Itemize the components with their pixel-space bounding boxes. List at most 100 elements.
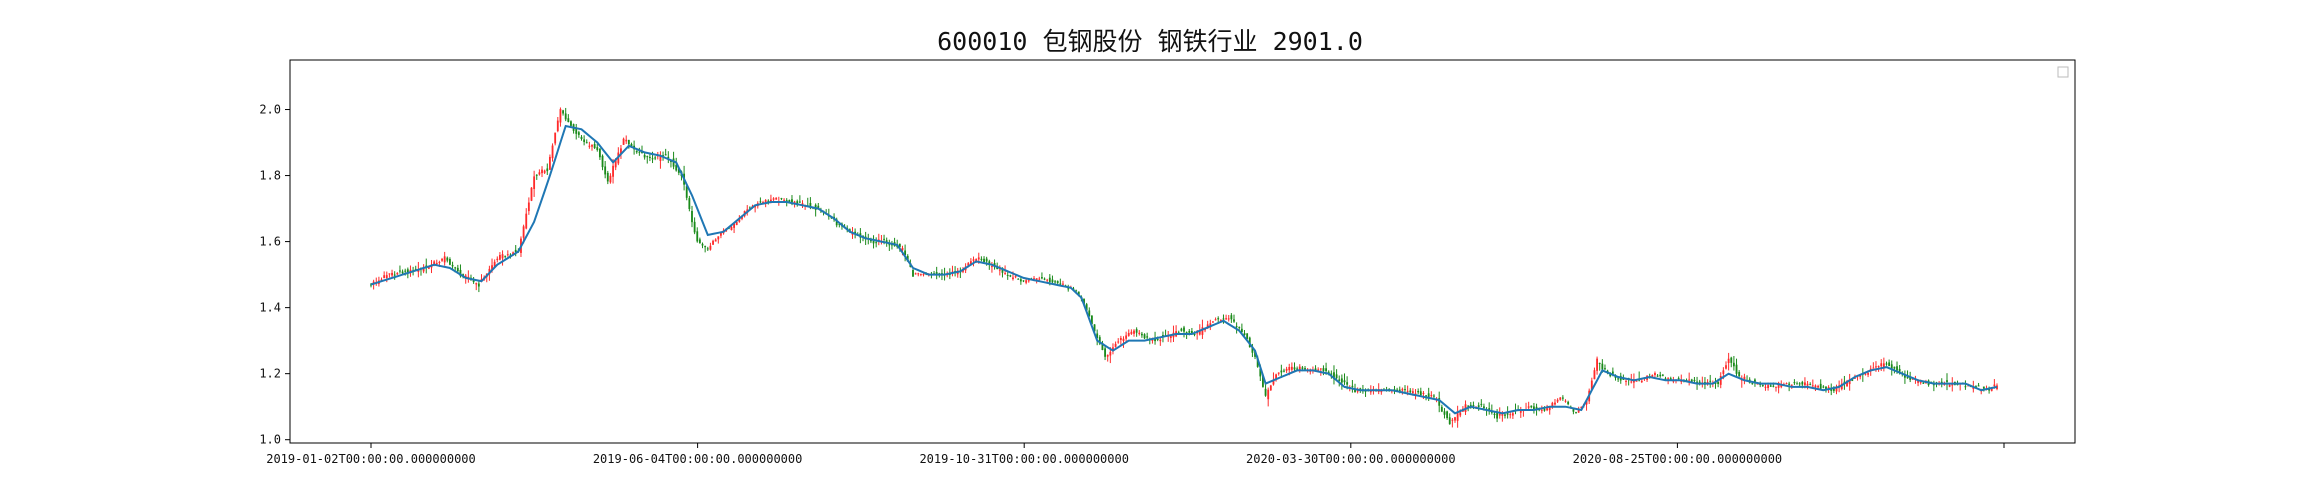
candle-body <box>1572 409 1575 412</box>
candle-body <box>1882 363 1885 369</box>
candle-body <box>1180 328 1183 331</box>
candle-body <box>1651 375 1654 377</box>
candle-body <box>1948 384 1951 387</box>
candle-body <box>1454 417 1456 421</box>
candle-body <box>701 243 704 246</box>
candle-body <box>514 249 517 253</box>
candle-body <box>459 269 462 277</box>
candle-body <box>1801 382 1804 385</box>
candle-body <box>788 199 791 202</box>
candle-body <box>1240 328 1243 333</box>
candle-body <box>1190 331 1193 334</box>
candle-body <box>1022 280 1025 282</box>
candle-body <box>559 109 562 123</box>
candle-body <box>901 247 904 251</box>
candle-body <box>383 275 386 279</box>
candle-body <box>838 223 841 225</box>
candle-body <box>917 273 920 275</box>
candle-body <box>1212 321 1214 323</box>
candle-body <box>1317 369 1320 371</box>
candle-body <box>1793 382 1796 384</box>
candle-body <box>1669 378 1672 381</box>
candle-body <box>1854 377 1856 379</box>
candle-body <box>1225 318 1228 320</box>
candle-body <box>630 143 633 148</box>
candle-body <box>1198 330 1201 335</box>
candle-body <box>1077 291 1080 296</box>
candle-body <box>451 264 454 267</box>
candle-body <box>1041 277 1043 279</box>
candle-body <box>1677 378 1680 380</box>
candle-body <box>1754 379 1756 382</box>
candle-body <box>1267 389 1270 400</box>
candle-body <box>1233 319 1235 322</box>
candle-body <box>1356 390 1359 392</box>
candle-body <box>1490 411 1493 413</box>
candle-body <box>1719 375 1722 385</box>
candle-body <box>1909 376 1912 380</box>
candle-body <box>1438 398 1441 406</box>
candle-body <box>1088 310 1091 317</box>
candle-body <box>1054 281 1056 283</box>
candle-body <box>967 263 970 266</box>
candle-body <box>1880 363 1883 367</box>
candle-body <box>1814 385 1817 388</box>
candle-body <box>477 283 480 287</box>
candle-body <box>1535 406 1538 409</box>
candle-body <box>593 144 596 148</box>
candle-body <box>548 156 551 170</box>
candle-body <box>406 269 409 273</box>
candle-body <box>1154 338 1156 342</box>
candle-body <box>1806 383 1809 386</box>
candle-body <box>1554 402 1556 405</box>
candle-body <box>888 244 891 246</box>
candle-body <box>1709 380 1712 382</box>
candle-body <box>1106 354 1109 357</box>
candle-body <box>1096 333 1099 339</box>
candle-body <box>1059 283 1062 285</box>
candle-body <box>998 269 1001 271</box>
candle-body <box>1540 409 1543 411</box>
candle-body <box>1903 374 1906 378</box>
candle-body <box>646 156 649 158</box>
candle-body <box>1098 337 1101 344</box>
candle-body <box>1559 397 1562 400</box>
candle-body <box>1004 273 1007 275</box>
candle-body <box>591 145 593 147</box>
candle-body <box>1119 338 1122 340</box>
candle-body <box>767 200 770 202</box>
candle-body <box>1425 395 1427 397</box>
candle-body <box>535 174 538 176</box>
candle-body <box>685 186 688 198</box>
candle-body <box>1043 278 1046 280</box>
candle-body <box>914 273 917 275</box>
candle-body <box>677 168 680 173</box>
candle-body <box>1993 384 1996 387</box>
candle-body <box>675 164 678 171</box>
candle-body <box>1406 390 1409 392</box>
candle-body <box>1730 357 1733 363</box>
candle-body <box>759 201 762 203</box>
candle-body <box>1738 372 1741 377</box>
candle-body <box>1351 385 1354 387</box>
candle-body <box>1075 290 1078 292</box>
candle-body <box>1698 381 1701 383</box>
candle-body <box>1019 279 1022 282</box>
candle-body <box>380 279 383 281</box>
candle-body <box>1343 380 1346 383</box>
candle-body <box>638 151 641 153</box>
candle-body <box>1735 364 1738 374</box>
candle-body <box>1133 330 1135 334</box>
candle-body <box>609 175 612 183</box>
candle-body <box>1548 407 1551 411</box>
candle-body <box>983 258 985 263</box>
candle-body <box>733 223 736 228</box>
candle-body <box>1859 375 1862 377</box>
candle-body <box>717 236 720 240</box>
candle-body <box>1596 358 1598 371</box>
candle-body <box>570 121 572 126</box>
candle-body <box>1467 405 1470 407</box>
candle-body <box>1956 384 1959 386</box>
candle-body <box>1443 411 1446 415</box>
candle-body <box>1025 280 1028 283</box>
